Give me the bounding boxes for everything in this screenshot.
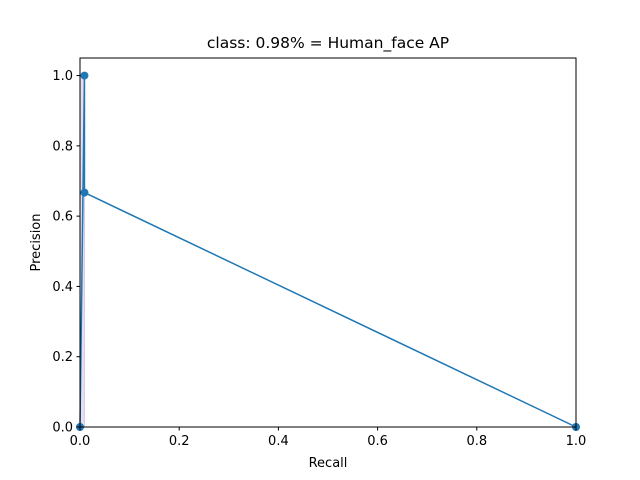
x-tick-label: 0.0 — [70, 434, 91, 449]
series-line — [79, 74, 577, 428]
x-axis: 0.0 0.2 0.4 0.6 0.8 1.0 — [70, 427, 587, 449]
y-axis: 0.0 0.2 0.4 0.6 0.8 1.0 — [52, 69, 80, 436]
data-point — [80, 188, 89, 197]
x-tick-label: 1.0 — [566, 434, 587, 449]
y-tick-label: 0.6 — [52, 210, 73, 225]
x-tick-label: 0.2 — [169, 434, 190, 449]
y-tick-label: 1.0 — [52, 69, 73, 84]
y-tick-label: 0.0 — [52, 421, 73, 436]
x-axis-label: Recall — [309, 456, 348, 471]
series-layer — [79, 74, 577, 428]
y-axis-label: Precision — [29, 213, 44, 271]
x-tick-label: 0.8 — [466, 434, 487, 449]
x-tick-label: 0.6 — [367, 434, 388, 449]
y-tick-label: 0.8 — [52, 139, 73, 154]
plot-frame — [79, 57, 577, 428]
chart-title: class: 0.98% = Human_face AP — [207, 34, 449, 53]
data-point — [80, 71, 89, 80]
y-tick-label: 0.2 — [52, 350, 73, 365]
x-tick-label: 0.4 — [268, 434, 289, 449]
y-tick-label: 0.4 — [52, 280, 73, 295]
